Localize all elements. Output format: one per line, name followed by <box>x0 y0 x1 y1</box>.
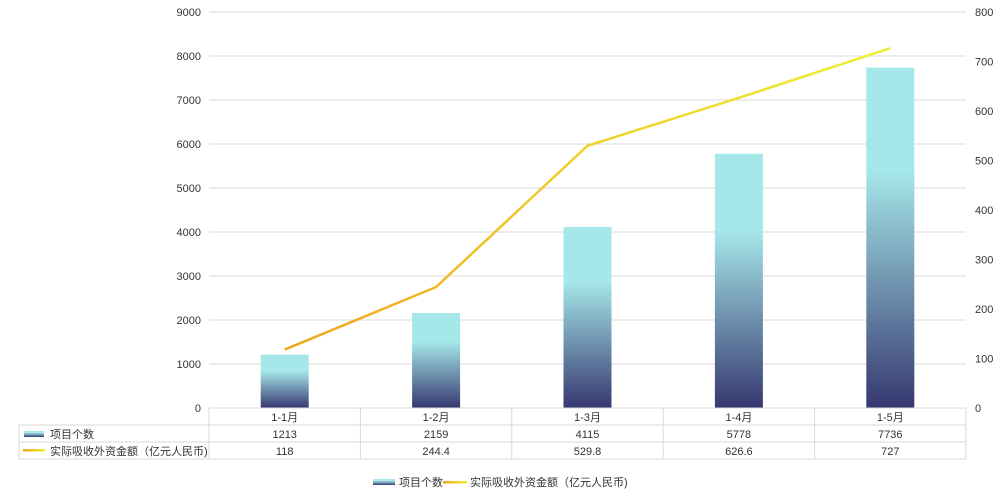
bar-legend-key-icon <box>24 431 44 437</box>
y-right-tick-label: 700 <box>975 57 993 69</box>
y-right-tick-label: 200 <box>975 304 993 316</box>
legend-line-icon <box>443 481 467 484</box>
bar <box>714 153 763 408</box>
table-cell: 118 <box>276 446 294 458</box>
y-right-tick-label: 800 <box>975 7 993 19</box>
y-left-tick-label: 4000 <box>177 227 201 239</box>
y-left-tick-label: 8000 <box>177 51 201 63</box>
y-left-tick-label: 7000 <box>177 95 201 107</box>
table-cell: 1213 <box>272 429 296 441</box>
x-tick-label: 1-3月 <box>574 412 601 424</box>
table-cell: 2159 <box>424 429 448 441</box>
table-cell: 7736 <box>878 429 902 441</box>
line-legend-key-icon <box>23 449 45 452</box>
table-row-label: 项目个数 <box>50 428 94 441</box>
x-tick-label: 1-1月 <box>271 412 298 424</box>
y-right-tick-label: 400 <box>975 205 993 217</box>
legend-item: 项目个数 <box>399 476 443 489</box>
x-tick-label: 1-5月 <box>877 412 904 424</box>
y-right-tick-label: 100 <box>975 354 993 366</box>
table-row-label: 实际吸收外资金额（亿元人民币) <box>50 444 208 458</box>
y-left-tick-label: 6000 <box>177 139 201 151</box>
bar <box>866 67 915 408</box>
x-tick-label: 1-4月 <box>725 412 752 424</box>
table-cell: 529.8 <box>574 446 602 458</box>
table-cell: 5778 <box>727 429 751 441</box>
y-left-tick-label: 1000 <box>177 359 201 371</box>
y-right-tick-label: 500 <box>975 156 993 168</box>
y-left-tick-label: 2000 <box>177 315 201 327</box>
table-cell: 244.4 <box>422 446 450 458</box>
y-left-tick-label: 5000 <box>177 183 201 195</box>
y-right-tick-label: 300 <box>975 255 993 267</box>
x-tick-label: 1-2月 <box>423 412 450 424</box>
table-cell: 727 <box>881 446 899 458</box>
line-series <box>284 46 891 351</box>
y-left-tick-label: 0 <box>195 403 201 415</box>
y-right-tick-label: 600 <box>975 106 993 118</box>
bar <box>412 313 461 408</box>
table-cell: 626.6 <box>725 446 753 458</box>
legend-bar-icon <box>373 479 395 485</box>
legend-item: 实际吸收外资金额（亿元人民币) <box>470 475 628 489</box>
y-left-tick-label: 9000 <box>177 7 201 19</box>
y-right-tick-label: 0 <box>975 403 981 415</box>
table-cell: 4115 <box>576 429 600 441</box>
bar <box>260 354 309 408</box>
bar <box>563 226 612 408</box>
y-left-tick-label: 3000 <box>177 271 201 283</box>
